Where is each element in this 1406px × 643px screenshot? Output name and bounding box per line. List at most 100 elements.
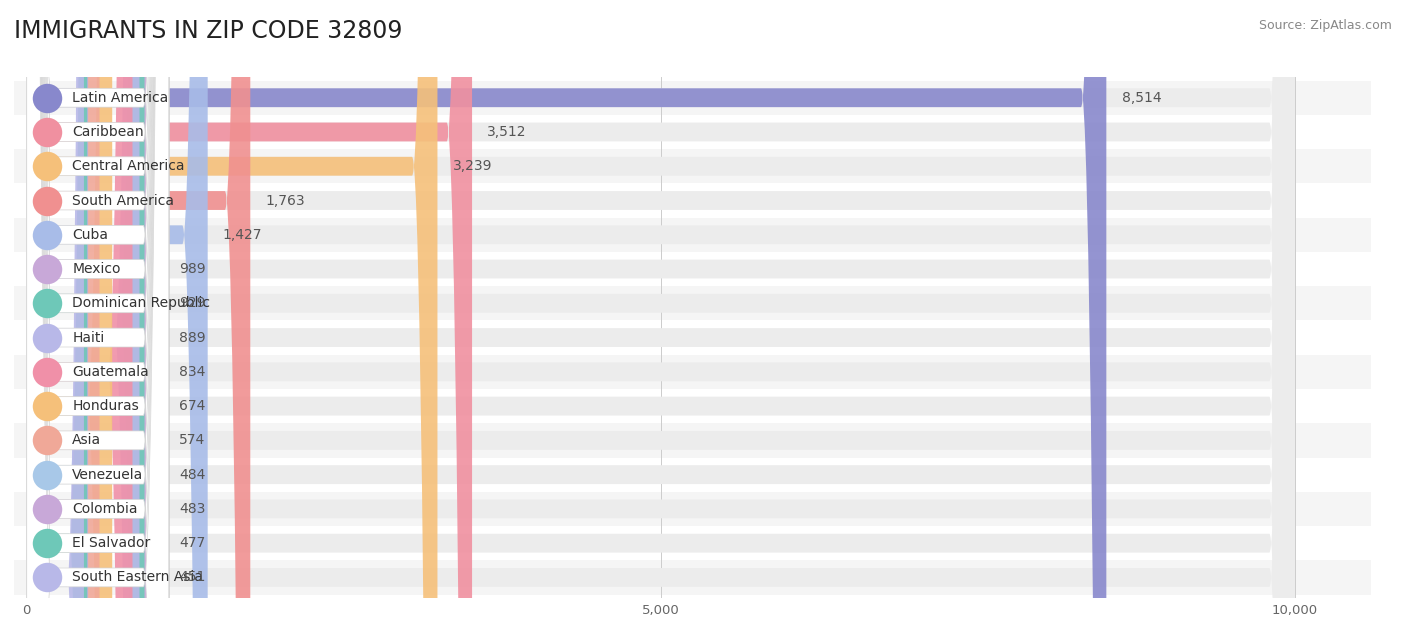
Point xyxy=(35,503,58,514)
FancyBboxPatch shape xyxy=(27,0,1295,643)
Text: Cuba: Cuba xyxy=(72,228,108,242)
Text: Central America: Central America xyxy=(72,159,186,173)
FancyBboxPatch shape xyxy=(27,0,1107,643)
Text: Latin America: Latin America xyxy=(72,91,169,105)
FancyBboxPatch shape xyxy=(27,0,472,643)
Point xyxy=(35,572,58,583)
Text: 3,512: 3,512 xyxy=(488,125,527,139)
FancyBboxPatch shape xyxy=(27,0,1295,643)
FancyBboxPatch shape xyxy=(27,0,169,643)
Text: Haiti: Haiti xyxy=(72,331,104,345)
Text: 929: 929 xyxy=(179,296,205,311)
FancyBboxPatch shape xyxy=(27,0,169,643)
Bar xyxy=(14,560,1371,595)
FancyBboxPatch shape xyxy=(27,0,1295,643)
Text: South America: South America xyxy=(72,194,174,208)
Bar xyxy=(14,458,1371,492)
Text: Guatemala: Guatemala xyxy=(72,365,149,379)
FancyBboxPatch shape xyxy=(27,0,1295,643)
Point xyxy=(35,367,58,377)
Point xyxy=(35,435,58,446)
Text: 477: 477 xyxy=(179,536,205,550)
Text: 574: 574 xyxy=(179,433,205,448)
Bar xyxy=(14,526,1371,560)
Bar xyxy=(14,355,1371,389)
Text: 3,239: 3,239 xyxy=(453,159,492,173)
Bar xyxy=(14,183,1371,217)
Text: Honduras: Honduras xyxy=(72,399,139,413)
FancyBboxPatch shape xyxy=(27,0,89,643)
FancyBboxPatch shape xyxy=(27,0,169,643)
FancyBboxPatch shape xyxy=(27,0,145,643)
FancyBboxPatch shape xyxy=(27,0,169,643)
Bar xyxy=(14,80,1371,115)
Text: 1,763: 1,763 xyxy=(266,194,305,208)
Point xyxy=(35,298,58,309)
Point xyxy=(35,538,58,548)
Text: Caribbean: Caribbean xyxy=(72,125,143,139)
Point xyxy=(35,127,58,137)
Bar xyxy=(14,149,1371,183)
FancyBboxPatch shape xyxy=(27,0,1295,643)
FancyBboxPatch shape xyxy=(27,0,1295,643)
Bar xyxy=(14,217,1371,252)
Text: 484: 484 xyxy=(179,467,205,482)
Point xyxy=(35,230,58,240)
FancyBboxPatch shape xyxy=(27,0,1295,643)
FancyBboxPatch shape xyxy=(27,0,169,643)
FancyBboxPatch shape xyxy=(27,0,169,643)
FancyBboxPatch shape xyxy=(27,0,139,643)
FancyBboxPatch shape xyxy=(27,0,208,643)
Point xyxy=(35,195,58,206)
Text: Venezuela: Venezuela xyxy=(72,467,143,482)
FancyBboxPatch shape xyxy=(27,0,89,643)
Text: Asia: Asia xyxy=(72,433,101,448)
FancyBboxPatch shape xyxy=(27,0,84,643)
Bar xyxy=(14,389,1371,423)
Bar xyxy=(14,492,1371,526)
Text: 674: 674 xyxy=(179,399,205,413)
Point xyxy=(35,469,58,480)
Text: 989: 989 xyxy=(179,262,205,276)
FancyBboxPatch shape xyxy=(27,0,250,643)
Bar xyxy=(14,286,1371,320)
FancyBboxPatch shape xyxy=(27,0,169,643)
FancyBboxPatch shape xyxy=(27,0,100,643)
Text: South Eastern Asia: South Eastern Asia xyxy=(72,570,204,584)
Text: Source: ZipAtlas.com: Source: ZipAtlas.com xyxy=(1258,19,1392,32)
Text: El Salvador: El Salvador xyxy=(72,536,150,550)
FancyBboxPatch shape xyxy=(27,0,169,643)
Point xyxy=(35,332,58,343)
Text: 483: 483 xyxy=(179,502,205,516)
Text: Dominican Republic: Dominican Republic xyxy=(72,296,211,311)
FancyBboxPatch shape xyxy=(27,0,169,643)
Text: 889: 889 xyxy=(179,331,205,345)
FancyBboxPatch shape xyxy=(27,0,169,643)
Bar xyxy=(14,423,1371,458)
FancyBboxPatch shape xyxy=(27,0,169,643)
Point xyxy=(35,264,58,274)
FancyBboxPatch shape xyxy=(27,0,132,643)
Point xyxy=(35,401,58,412)
FancyBboxPatch shape xyxy=(27,0,112,643)
Point xyxy=(35,93,58,103)
Bar xyxy=(14,252,1371,286)
FancyBboxPatch shape xyxy=(27,0,87,643)
FancyBboxPatch shape xyxy=(27,0,152,643)
Text: 451: 451 xyxy=(179,570,205,584)
FancyBboxPatch shape xyxy=(27,0,1295,643)
Point xyxy=(35,161,58,172)
Text: 8,514: 8,514 xyxy=(1122,91,1161,105)
FancyBboxPatch shape xyxy=(27,0,1295,643)
FancyBboxPatch shape xyxy=(27,0,169,643)
Bar xyxy=(14,115,1371,149)
FancyBboxPatch shape xyxy=(27,0,1295,643)
FancyBboxPatch shape xyxy=(27,0,169,643)
Text: Mexico: Mexico xyxy=(72,262,121,276)
Text: 834: 834 xyxy=(179,365,205,379)
FancyBboxPatch shape xyxy=(27,0,1295,643)
FancyBboxPatch shape xyxy=(27,0,169,643)
Text: Colombia: Colombia xyxy=(72,502,138,516)
FancyBboxPatch shape xyxy=(27,0,1295,643)
FancyBboxPatch shape xyxy=(27,0,1295,643)
